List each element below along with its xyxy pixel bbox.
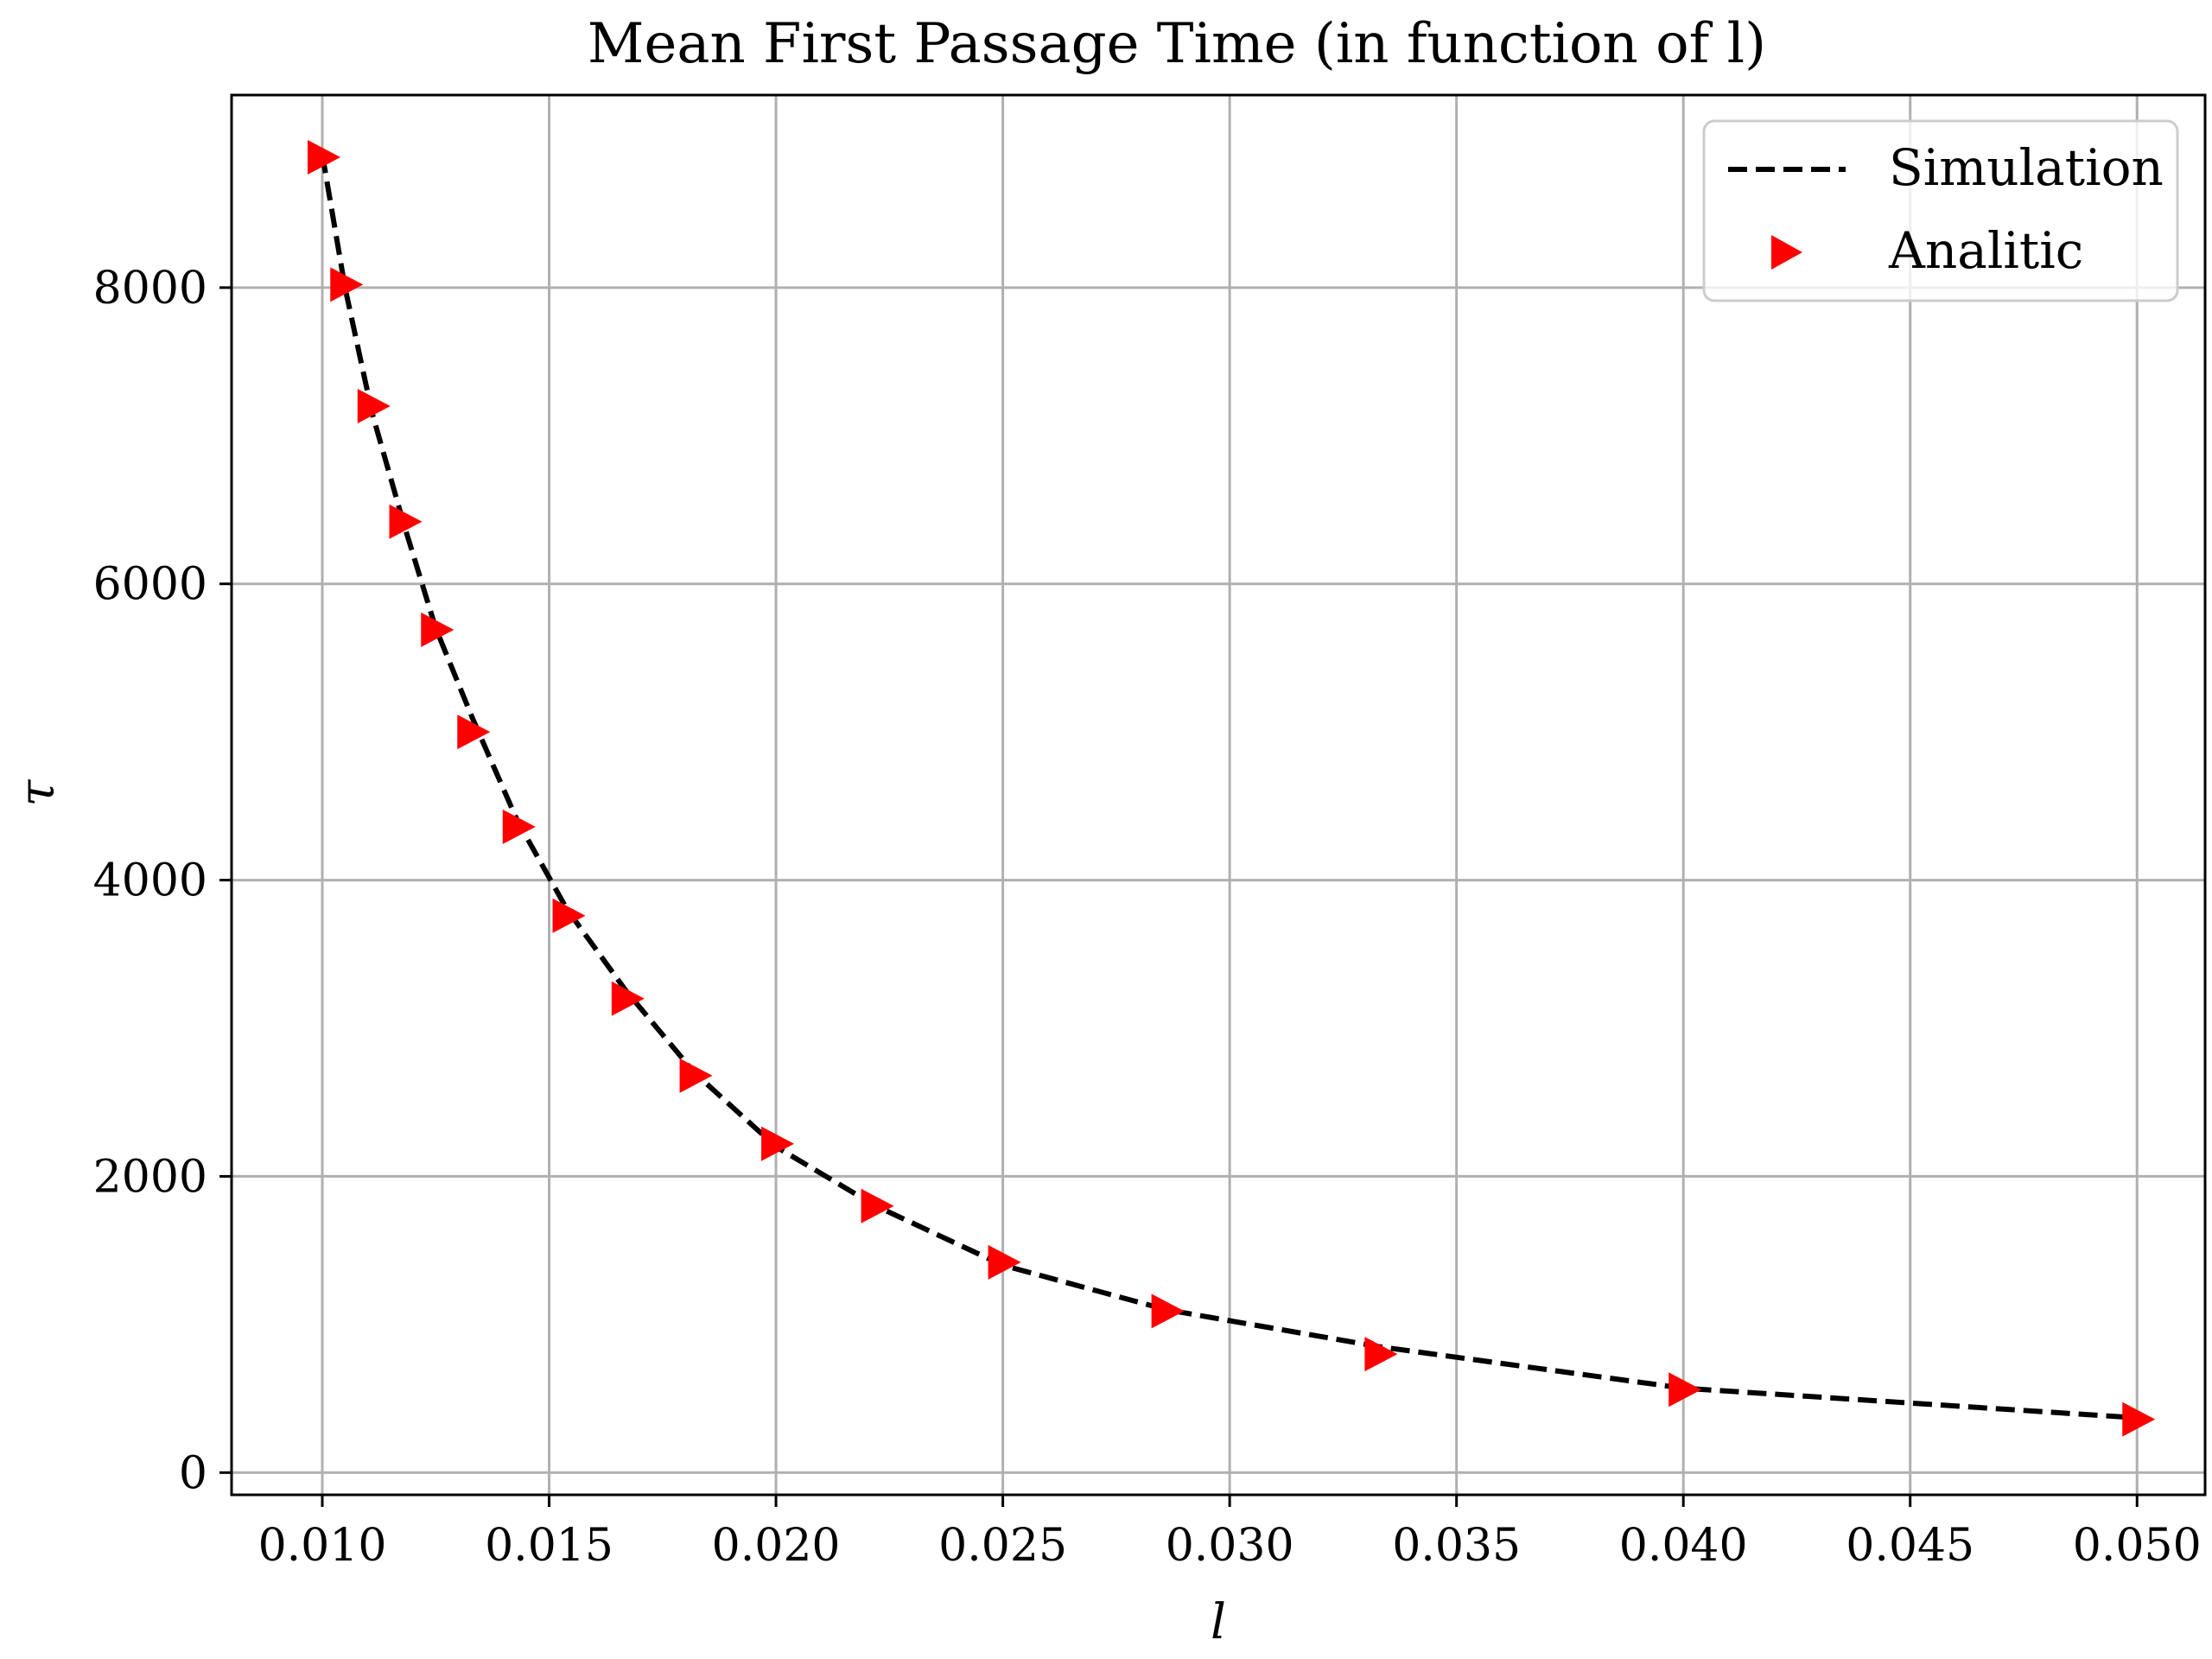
analitic-marker (761, 1126, 795, 1161)
legend-analitic-swatch (1771, 235, 1802, 270)
x-axis-ticks: 0.010 0.015 0.020 0.025 0.030 0.035 0.040 0.045… (258, 1495, 2202, 1572)
y-tick-label: 2000 (93, 1151, 207, 1203)
analitic-marker (502, 809, 536, 844)
analitic-marker (357, 389, 391, 423)
x-tick-label: 0.030 (1166, 1520, 1294, 1572)
legend: Simulation Analitic (1702, 119, 2179, 302)
analitic-marker (861, 1188, 894, 1224)
y-axis-label: τ (10, 779, 66, 806)
grid (232, 95, 2205, 1495)
analitic-marker (988, 1244, 1021, 1280)
chart-title: Mean First Passage Time (in function of … (588, 12, 1766, 76)
analitic-marker (552, 898, 586, 933)
analitic-marker (1364, 1337, 1398, 1372)
analitic-marker (308, 140, 341, 175)
analitic-marker (330, 267, 364, 302)
analitic-marker (611, 981, 645, 1016)
analitic-marker (389, 504, 423, 539)
plot-frame (230, 93, 2207, 1497)
analitic-marker (457, 715, 491, 750)
analitic-marker (2122, 1402, 2156, 1437)
analitic-marker (421, 612, 454, 647)
y-tick-label: 8000 (93, 263, 207, 315)
legend-simulation-label: Simulation (1889, 138, 2164, 197)
y-axis-ticks: 0 2000 4000 6000 8000 (93, 263, 232, 1499)
analitic-marker (679, 1058, 713, 1093)
x-tick-label: 0.025 (938, 1520, 1067, 1572)
x-tick-label: 0.045 (1846, 1520, 1974, 1572)
analitic-marker (1669, 1372, 1702, 1408)
analitic-series (308, 140, 2156, 1437)
x-axis-label: l (1211, 1594, 1226, 1650)
x-tick-label: 0.015 (485, 1520, 613, 1572)
x-tick-label: 0.050 (2073, 1520, 2202, 1572)
legend-box (1702, 119, 2179, 302)
analitic-marker (1151, 1294, 1185, 1329)
y-tick-label: 4000 (93, 855, 207, 907)
x-tick-label: 0.010 (258, 1520, 387, 1572)
y-tick-label: 6000 (93, 559, 207, 611)
x-tick-label: 0.035 (1392, 1520, 1521, 1572)
legend-analitic-label: Analitic (1888, 221, 2083, 280)
y-tick-label: 0 (179, 1447, 207, 1499)
x-tick-label: 0.040 (1619, 1520, 1748, 1572)
x-tick-label: 0.020 (712, 1520, 841, 1572)
